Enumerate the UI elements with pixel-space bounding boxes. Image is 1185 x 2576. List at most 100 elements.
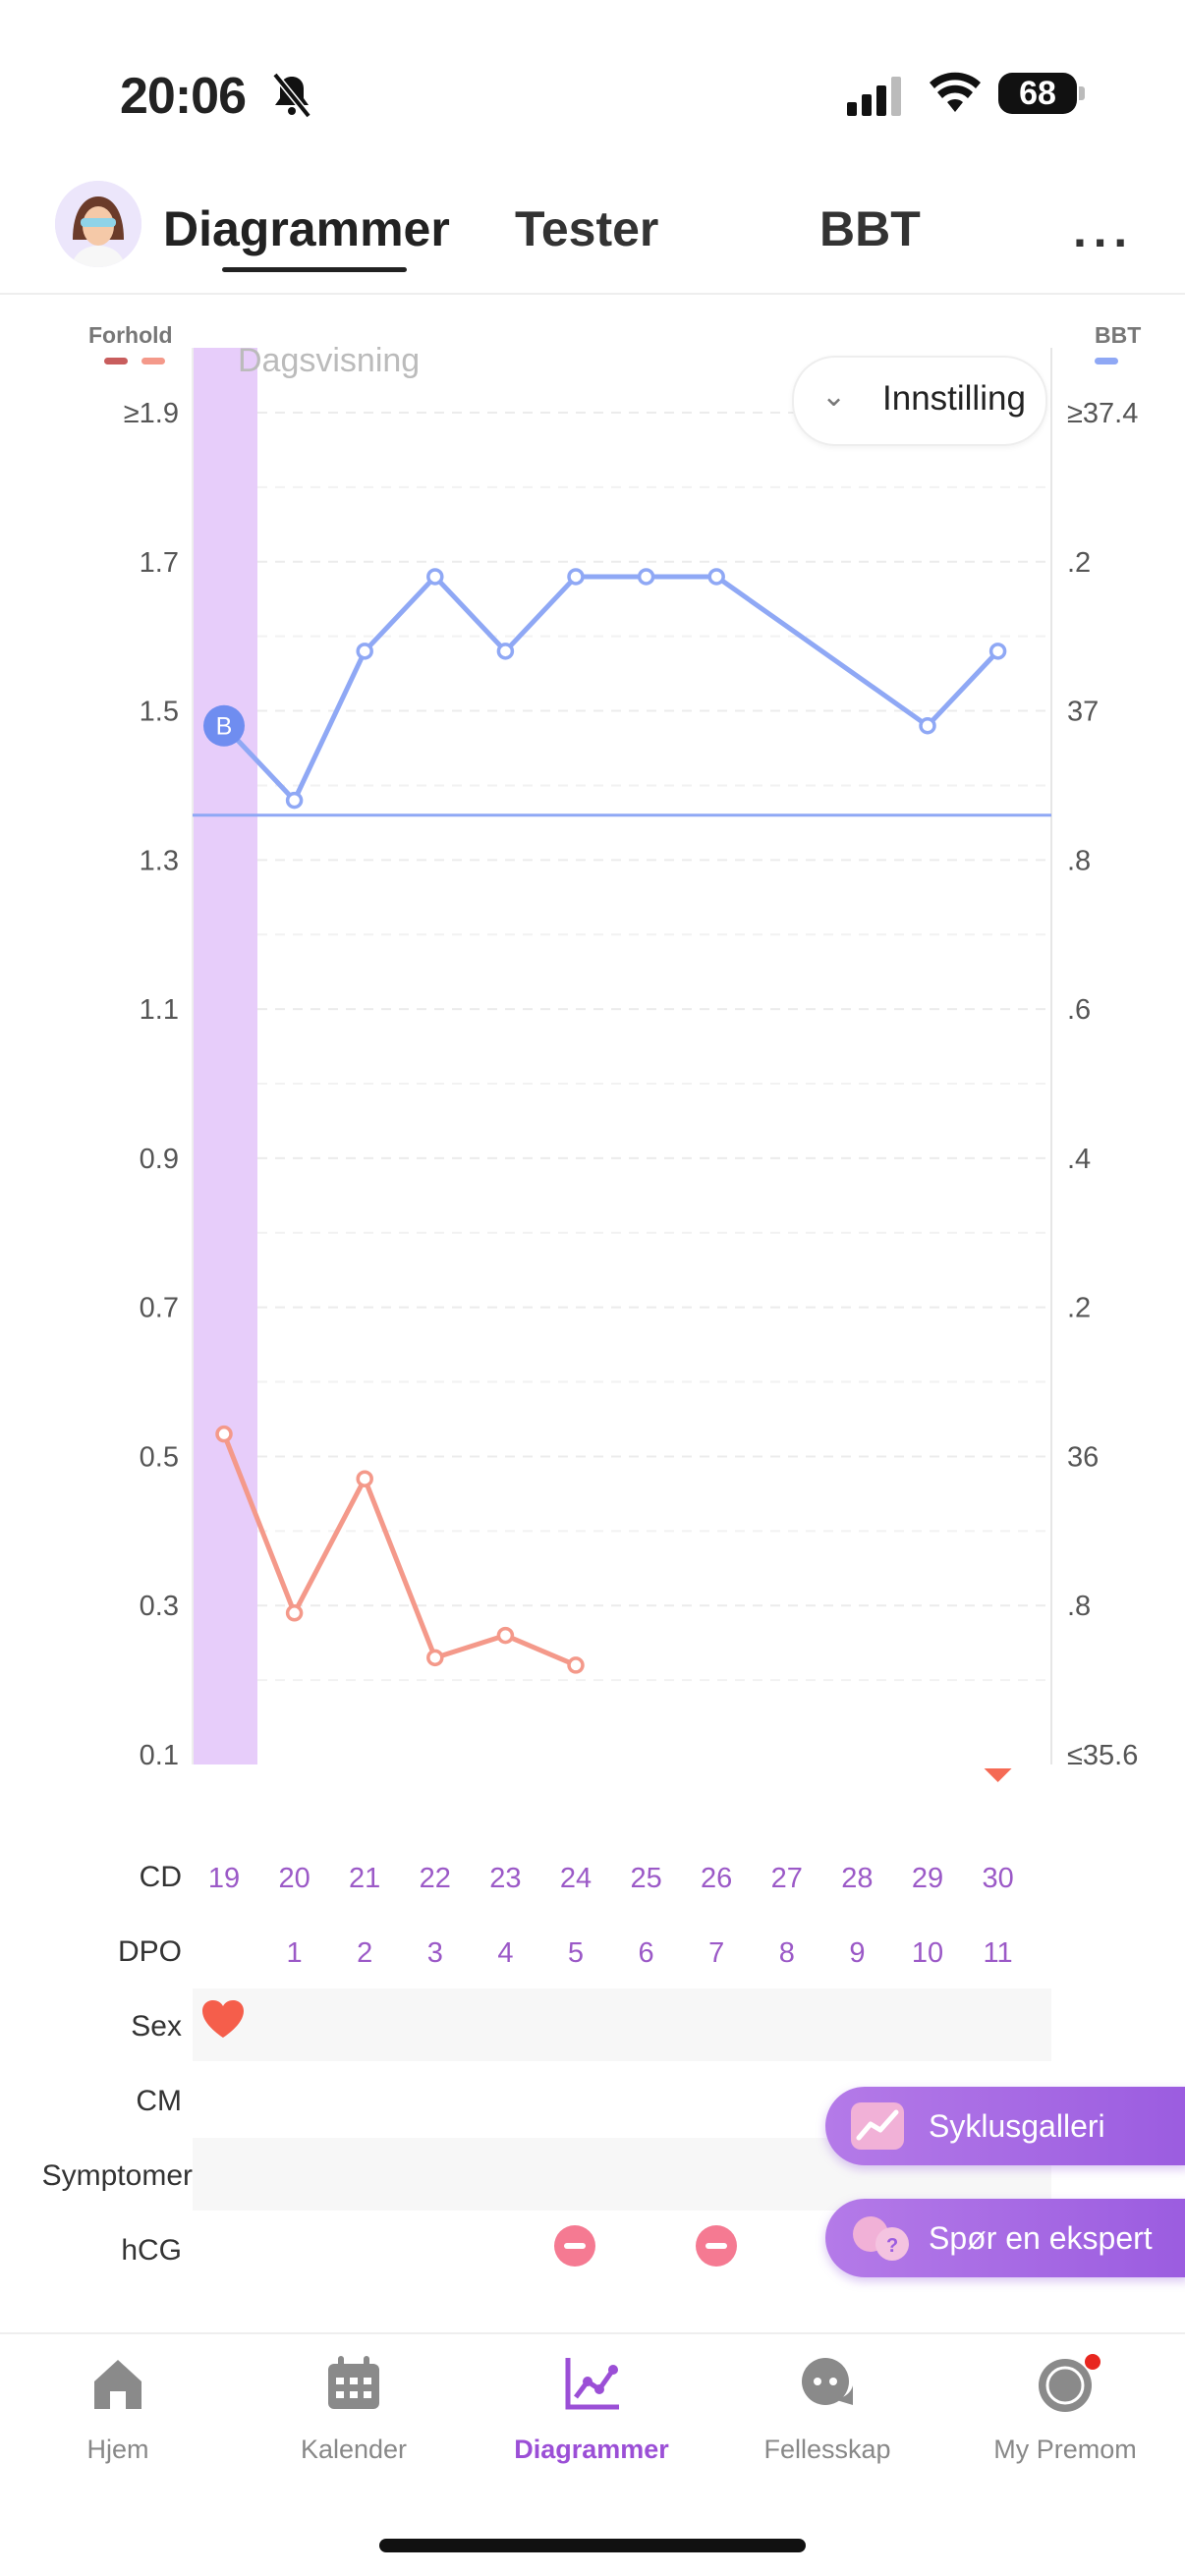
left-axis-tick: 0.9: [140, 1144, 179, 1175]
right-axis-tick: 37: [1067, 697, 1099, 728]
right-axis-tick: .4: [1067, 1144, 1091, 1175]
dpo-value: 10: [911, 1937, 944, 1969]
right-axis-tick: .6: [1067, 994, 1091, 1026]
bbt-start-marker: [203, 704, 245, 747]
right-axis-tick: ≥37.4: [1067, 398, 1138, 429]
more-menu-button[interactable]: ···: [1073, 215, 1134, 270]
left-axis-tick: 1.5: [140, 697, 179, 728]
chart-icon: [562, 2354, 621, 2413]
gallery-chart-icon: [849, 2100, 906, 2152]
bbt-point: [707, 568, 725, 586]
bbt-point: [988, 643, 1007, 660]
silent-bell-icon: [271, 72, 312, 123]
calendar-icon: [324, 2354, 383, 2413]
bbt-point: [567, 568, 585, 586]
right-axis-tick: .2: [1067, 1293, 1091, 1324]
dpo-value: 7: [708, 1937, 725, 1969]
bbt-start-marker-label: B: [216, 713, 233, 741]
cd-value: 20: [278, 1863, 310, 1894]
tab-bbt[interactable]: BBT: [819, 201, 921, 256]
right-axis-tick: .8: [1067, 845, 1091, 876]
ratio-line: [221, 1432, 577, 1668]
bbt-line: [222, 574, 1000, 804]
ask-expert-button[interactable]: ? Spør en ekspert: [825, 2199, 1185, 2277]
community-icon: [798, 2354, 857, 2413]
x-axis-label: Oct: [135, 1784, 181, 1788]
left-axis-tick: 1.1: [140, 994, 179, 1026]
active-tab-underline: [222, 267, 407, 272]
right-axis-tick: .8: [1067, 1591, 1091, 1622]
row-label-sex: Sex: [131, 2010, 182, 2043]
left-axis-tick: 0.7: [140, 1293, 179, 1324]
ratio-point: [356, 1470, 373, 1487]
dpo-value: 9: [849, 1937, 866, 1969]
dpo-value: 11: [983, 1937, 1013, 1969]
dpo-value: 4: [497, 1937, 514, 1969]
cd-value: 26: [701, 1863, 733, 1894]
cd-value: 29: [911, 1863, 944, 1894]
today-marker: [984, 1768, 1012, 1782]
cd-value: 30: [982, 1863, 1014, 1894]
nav-label: Hjem: [86, 2435, 149, 2464]
cycle-gallery-button[interactable]: Syklusgalleri: [825, 2087, 1185, 2165]
hcg-negative-icon[interactable]: [553, 2224, 596, 2272]
avatar[interactable]: [55, 181, 141, 267]
left-axis-tick: ≥1.9: [124, 398, 179, 429]
ratio-point: [215, 1425, 233, 1443]
nav-label: My Premom: [993, 2435, 1137, 2464]
left-axis-tick: 1.3: [140, 845, 179, 876]
tab-tester[interactable]: Tester: [515, 201, 659, 256]
ask-expert-icon: ?: [849, 2212, 909, 2264]
status-time: 20:06: [120, 68, 247, 125]
day-view-label: Dagsvisning: [238, 342, 421, 379]
nav-divider: [0, 2332, 1185, 2334]
row-label-dpo: DPO: [117, 1935, 182, 1968]
home-icon: [88, 2354, 147, 2413]
cd-value: 25: [630, 1863, 662, 1894]
dpo-value: 5: [567, 1937, 585, 1969]
left-legend-swatch-light: [141, 358, 165, 364]
hcg-negative-icon[interactable]: [695, 2224, 738, 2272]
cd-value: 22: [419, 1863, 451, 1894]
tab-diagrammer[interactable]: Diagrammer: [163, 201, 450, 256]
wifi-icon: [928, 71, 983, 119]
svg-text:?: ?: [886, 2235, 898, 2257]
row-label-hcg: hCG: [121, 2234, 182, 2267]
sex-row-bg[interactable]: [193, 1988, 1051, 2061]
right-legend-swatch: [1095, 358, 1118, 364]
bbt-point: [426, 568, 444, 586]
highlight-column: [193, 348, 257, 1764]
setting-button[interactable]: ⌄ Innstilling: [792, 356, 1047, 446]
nav-label-active: Diagrammer: [514, 2435, 669, 2464]
bbt-point: [496, 643, 515, 660]
ratio-point: [496, 1626, 515, 1645]
right-legend-title: BBT: [1095, 322, 1142, 348]
row-label-cm: CM: [136, 2085, 182, 2117]
right-axis-tick: ≤35.6: [1067, 1740, 1138, 1771]
header-divider: [0, 293, 1185, 295]
bbt-point: [356, 643, 373, 660]
dpo-value: 3: [426, 1937, 443, 1969]
cd-value: 21: [349, 1863, 381, 1894]
left-axis-tick: 0.3: [140, 1591, 179, 1622]
row-label-symptoms: Symptomer: [41, 2159, 193, 2192]
right-axis-tick: .2: [1067, 547, 1091, 579]
cd-value: 23: [489, 1863, 522, 1894]
chart-canvas[interactable]: ≥1.9 ≥37.4 1.7 .2 1.5 37 1.3 .8 1.1 .6 0.9 .4 0.7 .2 0…: [0, 0, 1185, 1788]
nav-label: Kalender: [300, 2435, 408, 2464]
profile-icon: [1036, 2354, 1100, 2413]
battery-indicator: 68: [998, 73, 1077, 114]
left-axis-tick: 0.5: [140, 1441, 179, 1473]
cd-value: 19: [207, 1863, 241, 1894]
left-axis-tick: 0.1: [140, 1740, 179, 1771]
left-legend-swatch-dark: [104, 358, 128, 364]
chevron-down-icon: ⌄: [821, 380, 847, 413]
dpo-value: 2: [357, 1937, 373, 1969]
cd-value: 28: [841, 1863, 874, 1894]
cellular-signal-icon: [847, 77, 906, 121]
bbt-point: [637, 568, 655, 586]
cd-value: 27: [770, 1863, 803, 1894]
heart-icon[interactable]: [200, 1998, 246, 2044]
ratio-point: [285, 1604, 304, 1622]
cycle-gallery-label: Syklusgalleri: [929, 2108, 1105, 2144]
